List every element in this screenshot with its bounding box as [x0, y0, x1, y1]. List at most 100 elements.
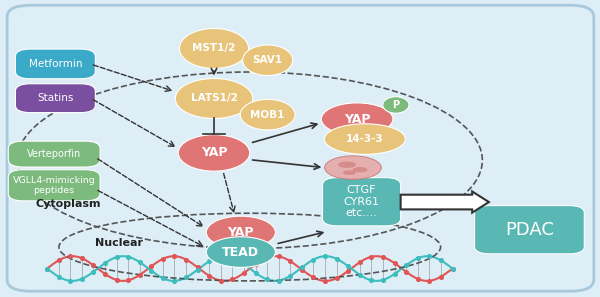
Text: YAP: YAP: [227, 226, 254, 239]
Point: [77, 256, 86, 260]
Point: [112, 255, 121, 260]
Ellipse shape: [178, 135, 250, 171]
Point: [390, 261, 400, 266]
Ellipse shape: [322, 103, 393, 135]
Point: [239, 271, 249, 275]
Point: [181, 275, 191, 280]
Text: MOB1: MOB1: [250, 110, 285, 120]
Point: [355, 273, 365, 277]
Point: [425, 254, 434, 259]
Point: [135, 260, 145, 265]
Point: [286, 259, 295, 264]
Text: Statins: Statins: [37, 93, 74, 103]
Point: [239, 262, 249, 267]
Point: [401, 263, 411, 268]
Ellipse shape: [242, 45, 293, 75]
Point: [413, 256, 422, 260]
Point: [308, 275, 318, 280]
Text: YAP: YAP: [344, 113, 370, 126]
FancyArrow shape: [401, 192, 489, 213]
Point: [367, 278, 376, 283]
Point: [448, 266, 457, 271]
Text: YAP: YAP: [201, 146, 227, 159]
FancyBboxPatch shape: [8, 141, 100, 167]
FancyBboxPatch shape: [16, 84, 95, 113]
Text: Verteporfin: Verteporfin: [27, 149, 82, 159]
Point: [297, 267, 307, 272]
Point: [378, 277, 388, 282]
Point: [146, 268, 156, 273]
Point: [65, 278, 75, 283]
Point: [205, 274, 214, 278]
Text: PDAC: PDAC: [505, 221, 554, 239]
Point: [343, 264, 353, 269]
Point: [89, 263, 98, 268]
Text: Cytoplasm: Cytoplasm: [35, 199, 101, 209]
Point: [227, 255, 237, 260]
Point: [448, 266, 457, 271]
Point: [227, 277, 237, 282]
Point: [332, 276, 341, 281]
Point: [262, 277, 272, 282]
Point: [181, 257, 191, 262]
Point: [274, 278, 284, 283]
Point: [65, 254, 75, 259]
Point: [297, 265, 307, 270]
Point: [436, 258, 446, 263]
Text: LATS1/2: LATS1/2: [191, 94, 238, 103]
Point: [286, 274, 295, 278]
Point: [343, 268, 353, 273]
Point: [112, 277, 121, 282]
Ellipse shape: [325, 124, 406, 154]
Text: TEAD: TEAD: [223, 246, 259, 259]
Point: [42, 266, 52, 271]
Point: [54, 258, 64, 263]
Point: [251, 271, 260, 275]
Point: [436, 274, 446, 279]
Text: CTGF
CYR61
etc....: CTGF CYR61 etc....: [344, 185, 380, 218]
Ellipse shape: [353, 167, 368, 172]
Text: Metformin: Metformin: [29, 59, 82, 69]
Ellipse shape: [206, 237, 275, 267]
Text: Nuclear: Nuclear: [95, 238, 143, 248]
Ellipse shape: [179, 29, 248, 69]
Text: 14-3-3: 14-3-3: [346, 134, 383, 144]
Point: [124, 255, 133, 259]
Text: P: P: [392, 100, 400, 110]
Point: [308, 257, 318, 262]
FancyBboxPatch shape: [475, 206, 584, 254]
Point: [100, 261, 110, 266]
Point: [378, 255, 388, 260]
Point: [320, 279, 330, 283]
Point: [158, 257, 167, 261]
Point: [413, 277, 422, 281]
Point: [77, 277, 86, 281]
FancyBboxPatch shape: [8, 170, 100, 201]
Point: [401, 269, 411, 274]
FancyBboxPatch shape: [323, 178, 401, 226]
Point: [89, 269, 98, 274]
Point: [332, 257, 341, 261]
Ellipse shape: [175, 78, 253, 119]
Text: VGLL4-mimicking
peptides: VGLL4-mimicking peptides: [13, 176, 95, 195]
Point: [320, 254, 330, 259]
Point: [262, 255, 272, 260]
Point: [216, 278, 226, 283]
Point: [54, 274, 64, 279]
Ellipse shape: [383, 97, 409, 113]
Point: [425, 278, 434, 283]
Ellipse shape: [343, 170, 356, 175]
Ellipse shape: [240, 99, 295, 130]
Point: [124, 278, 133, 283]
Point: [205, 259, 214, 264]
Ellipse shape: [325, 156, 381, 179]
Ellipse shape: [338, 162, 356, 168]
Point: [193, 267, 202, 272]
Text: SAV1: SAV1: [253, 55, 283, 65]
Point: [42, 266, 52, 271]
Point: [135, 273, 145, 277]
Point: [193, 265, 202, 270]
Point: [355, 260, 365, 265]
Point: [100, 271, 110, 276]
Point: [390, 271, 400, 276]
